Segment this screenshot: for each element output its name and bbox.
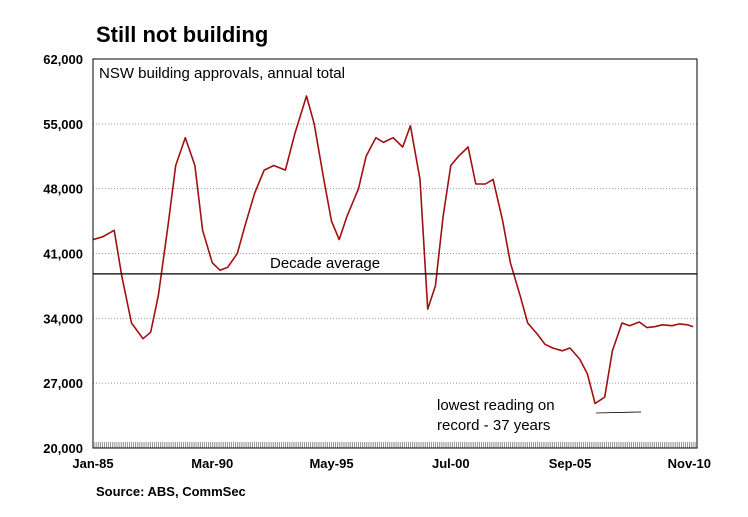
y-tick-label: 34,000 xyxy=(43,311,83,326)
tick-labels: 20,000 27,000 34,000 41,000 48,000 55,000 62,0… xyxy=(43,52,711,471)
grid-lines xyxy=(93,123,697,384)
y-tick-label: 41,000 xyxy=(43,247,83,262)
series-line xyxy=(92,95,694,405)
annotation-pointer xyxy=(595,411,641,414)
x-tick-label: Mar-90 xyxy=(191,456,233,471)
annotation-text-line2: record - 37 years xyxy=(437,417,550,434)
x-tick-label: Nov-10 xyxy=(668,456,711,471)
y-tick-label: 55,000 xyxy=(43,117,83,132)
y-tick-label: 27,000 xyxy=(43,376,83,391)
axes xyxy=(92,442,698,448)
decade-average-label: Decade average xyxy=(270,255,380,272)
y-tick-label: 20,000 xyxy=(43,441,83,456)
annotations: lowest reading on record - 37 years xyxy=(437,397,641,434)
annotation-text-line1: lowest reading on xyxy=(437,397,555,414)
x-tick-label: May-95 xyxy=(309,456,353,471)
decade-average-line: Decade average xyxy=(93,255,697,275)
x-tick-label: Jan-85 xyxy=(72,456,113,471)
chart-title: Still not building xyxy=(96,22,269,47)
plot-frame xyxy=(92,58,698,449)
chart-subtitle: NSW building approvals, annual total xyxy=(99,65,345,82)
approvals-line xyxy=(92,95,694,405)
y-tick-label: 48,000 xyxy=(43,182,83,197)
y-tick-label: 62,000 xyxy=(43,52,83,67)
x-tick-label: Jul-00 xyxy=(432,456,470,471)
chart-source: Source: ABS, CommSec xyxy=(96,484,246,499)
x-tick-label: Sep-05 xyxy=(549,456,592,471)
